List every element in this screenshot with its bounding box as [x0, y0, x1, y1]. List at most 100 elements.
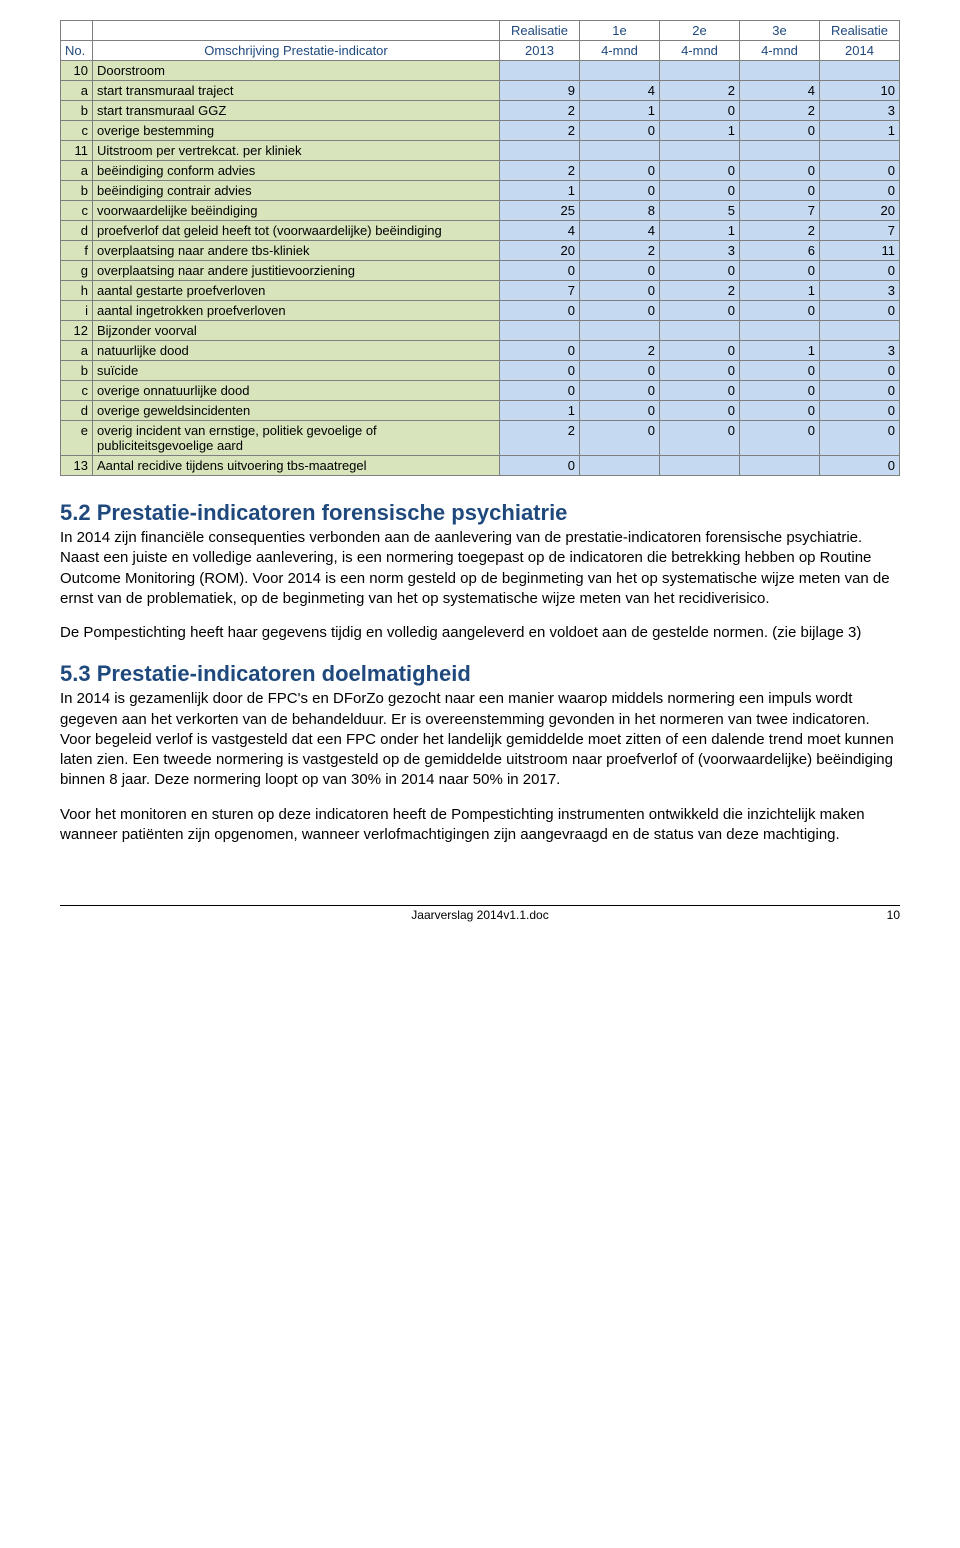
row-desc: overig incident van ernstige, politiek g… — [93, 421, 500, 456]
row-val: 1 — [500, 401, 580, 421]
row-val: 0 — [580, 301, 660, 321]
row-val: 0 — [660, 101, 740, 121]
row-no: b — [61, 181, 93, 201]
row-desc: overige bestemming — [93, 121, 500, 141]
hdr2-4mnd1: 4-mnd — [580, 41, 660, 61]
footer-page-number: 10 — [860, 908, 900, 922]
row-val — [660, 321, 740, 341]
row-val — [820, 141, 900, 161]
table-row: 10Doorstroom — [61, 61, 900, 81]
row-val: 1 — [740, 341, 820, 361]
row-val: 20 — [820, 201, 900, 221]
table-row: goverplaatsing naar andere justitievoorz… — [61, 261, 900, 281]
hdr1-realisatie2: Realisatie — [820, 21, 900, 41]
row-val: 2 — [660, 281, 740, 301]
hdr2-no: No. — [61, 41, 93, 61]
table-row: 12Bijzonder voorval — [61, 321, 900, 341]
row-val: 1 — [500, 181, 580, 201]
hdr2-2013: 2013 — [500, 41, 580, 61]
section-5-3-p2: Voor het monitoren en sturen op deze ind… — [60, 805, 900, 846]
row-val — [500, 141, 580, 161]
row-val: 0 — [660, 161, 740, 181]
row-desc: overplaatsing naar andere tbs-kliniek — [93, 241, 500, 261]
row-val: 0 — [740, 361, 820, 381]
row-val: 7 — [820, 221, 900, 241]
section-5-2-title: 5.2 Prestatie-indicatoren forensische ps… — [60, 500, 900, 526]
row-val: 0 — [660, 361, 740, 381]
row-val — [740, 321, 820, 341]
row-val — [580, 141, 660, 161]
row-val: 0 — [740, 381, 820, 401]
row-val: 7 — [500, 281, 580, 301]
row-val: 2 — [580, 341, 660, 361]
row-val: 0 — [820, 161, 900, 181]
row-desc: start transmuraal traject — [93, 81, 500, 101]
hdr2-desc: Omschrijving Prestatie-indicator — [93, 41, 500, 61]
row-val — [740, 456, 820, 476]
page-footer: Jaarverslag 2014v1.1.doc 10 — [60, 905, 900, 922]
table-row: anatuurlijke dood02013 — [61, 341, 900, 361]
hdr1-desc — [93, 21, 500, 41]
row-val: 1 — [660, 221, 740, 241]
row-desc: Aantal recidive tijdens uitvoering tbs-m… — [93, 456, 500, 476]
row-val: 25 — [500, 201, 580, 221]
row-val — [660, 456, 740, 476]
row-no: 11 — [61, 141, 93, 161]
row-val: 5 — [660, 201, 740, 221]
hdr2-4mnd2: 4-mnd — [660, 41, 740, 61]
row-val — [660, 141, 740, 161]
row-val: 0 — [820, 261, 900, 281]
row-no: 10 — [61, 61, 93, 81]
hdr2-2014: 2014 — [820, 41, 900, 61]
row-val: 0 — [660, 301, 740, 321]
row-desc: start transmuraal GGZ — [93, 101, 500, 121]
row-no: f — [61, 241, 93, 261]
row-no: g — [61, 261, 93, 281]
table-row: bbeëindiging contrair advies10000 — [61, 181, 900, 201]
row-no: d — [61, 401, 93, 421]
hdr1-3e: 3e — [740, 21, 820, 41]
row-desc: suïcide — [93, 361, 500, 381]
row-val: 4 — [580, 81, 660, 101]
hdr1-1e: 1e — [580, 21, 660, 41]
row-desc: beëindiging conform advies — [93, 161, 500, 181]
table-header-row-1: Realisatie 1e 2e 3e Realisatie — [61, 21, 900, 41]
table-row: eoverig incident van ernstige, politiek … — [61, 421, 900, 456]
row-val: 0 — [740, 301, 820, 321]
row-val — [820, 321, 900, 341]
row-val: 1 — [580, 101, 660, 121]
row-val: 0 — [580, 281, 660, 301]
row-val: 2 — [500, 161, 580, 181]
row-no: a — [61, 341, 93, 361]
row-desc: Uitstroom per vertrekcat. per kliniek — [93, 141, 500, 161]
row-no: a — [61, 81, 93, 101]
row-val — [580, 61, 660, 81]
row-val: 8 — [580, 201, 660, 221]
row-no: c — [61, 201, 93, 221]
row-val — [500, 61, 580, 81]
row-no: b — [61, 101, 93, 121]
row-val — [740, 141, 820, 161]
section-5-3-title: 5.3 Prestatie-indicatoren doelmatigheid — [60, 661, 900, 687]
row-val: 0 — [580, 181, 660, 201]
row-desc: Bijzonder voorval — [93, 321, 500, 341]
row-desc: proefverlof dat geleid heeft tot (voorwa… — [93, 221, 500, 241]
row-no: i — [61, 301, 93, 321]
table-row: coverige onnatuurlijke dood00000 — [61, 381, 900, 401]
table-row: 13Aantal recidive tijdens uitvoering tbs… — [61, 456, 900, 476]
row-val: 0 — [580, 161, 660, 181]
prestatie-table: Realisatie 1e 2e 3e Realisatie No. Omsch… — [60, 20, 900, 476]
hdr1-realisatie: Realisatie — [500, 21, 580, 41]
row-val: 0 — [740, 181, 820, 201]
row-val: 0 — [820, 421, 900, 456]
row-val: 20 — [500, 241, 580, 261]
hdr1-2e: 2e — [660, 21, 740, 41]
row-val: 0 — [740, 161, 820, 181]
row-no: c — [61, 381, 93, 401]
row-val: 0 — [740, 401, 820, 421]
row-val: 0 — [580, 381, 660, 401]
row-val: 0 — [660, 261, 740, 281]
row-val: 0 — [820, 401, 900, 421]
row-val — [740, 61, 820, 81]
section-5-2-p1: In 2014 zijn financiële consequenties ve… — [60, 528, 900, 609]
